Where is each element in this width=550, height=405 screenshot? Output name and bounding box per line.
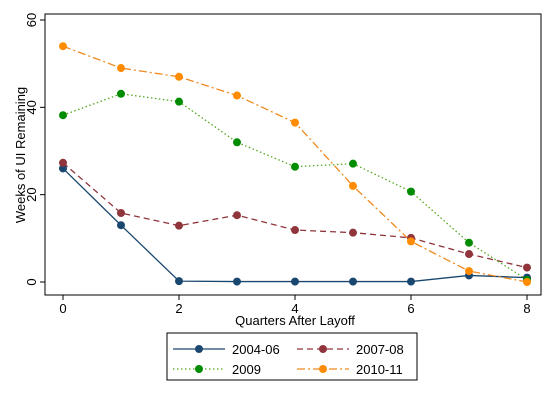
y-axis-label: Weeks of UI Remaining <box>13 87 28 223</box>
x-tick-label: 0 <box>59 301 66 316</box>
data-point-2010-11-7 <box>465 267 473 276</box>
data-point-2004-06-0 <box>59 164 67 173</box>
data-point-2009-0 <box>59 111 67 120</box>
data-point-2007-08-7 <box>465 250 473 259</box>
data-point-2007-08-0 <box>59 158 67 167</box>
x-tick-label: 2 <box>175 301 182 316</box>
data-point-2007-08-1 <box>117 209 125 218</box>
x-tick-label: 6 <box>407 301 414 316</box>
data-point-2004-06-3 <box>233 277 241 286</box>
data-point-2009-3 <box>233 138 241 147</box>
data-point-2010-11-0 <box>59 42 67 51</box>
data-point-2010-11-8 <box>523 278 531 286</box>
y-tick-label: 0 <box>24 278 39 285</box>
series-line-2009 <box>62 93 528 281</box>
data-point-2010-11-3 <box>233 91 241 100</box>
legend-swatch-marker-2010-11 <box>319 365 327 373</box>
data-point-2009-1 <box>117 89 125 98</box>
legend-box <box>166 332 418 381</box>
data-point-2007-08-2 <box>175 221 183 230</box>
data-point-2009-2 <box>175 97 183 106</box>
data-point-2004-06-2 <box>175 277 183 286</box>
y-tick-label: 40 <box>24 100 39 114</box>
y-tick-label: 20 <box>24 187 39 201</box>
x-tick-label: 8 <box>523 301 530 316</box>
data-point-2004-06-5 <box>349 277 357 286</box>
legend-swatch-marker-2007-08 <box>319 345 327 353</box>
plot-area <box>44 13 542 296</box>
data-point-2004-06-4 <box>291 277 299 286</box>
legend-label-2010-11: 2010-11 <box>356 362 403 377</box>
legend-label-2007-08: 2007-08 <box>356 342 404 357</box>
data-point-2004-06-1 <box>117 221 125 230</box>
data-point-2009-5 <box>349 159 357 168</box>
legend-swatch-marker-2009 <box>195 365 203 373</box>
data-point-2010-11-2 <box>175 72 183 81</box>
legend-swatch-marker-2004-06 <box>195 345 203 353</box>
data-point-2009-7 <box>465 238 473 247</box>
data-point-2004-06-6 <box>407 277 415 286</box>
x-axis-label: Quarters After Layoff <box>235 313 355 328</box>
data-point-2007-08-4 <box>291 226 299 235</box>
data-point-2009-6 <box>407 187 415 196</box>
legend-label-2004-06: 2004-06 <box>232 342 280 357</box>
data-point-2007-08-5 <box>349 228 357 237</box>
x-tick-label: 4 <box>291 301 298 316</box>
data-point-2010-11-6 <box>407 237 415 246</box>
data-point-2010-11-4 <box>291 118 299 127</box>
data-point-2010-11-5 <box>349 181 357 190</box>
legend-label-2009: 2009 <box>232 362 261 377</box>
y-tick-label: 60 <box>24 13 39 27</box>
data-point-2010-11-1 <box>117 64 125 73</box>
data-point-2007-08-8 <box>523 263 531 272</box>
data-point-2007-08-3 <box>233 211 241 220</box>
data-point-2009-4 <box>291 162 299 171</box>
